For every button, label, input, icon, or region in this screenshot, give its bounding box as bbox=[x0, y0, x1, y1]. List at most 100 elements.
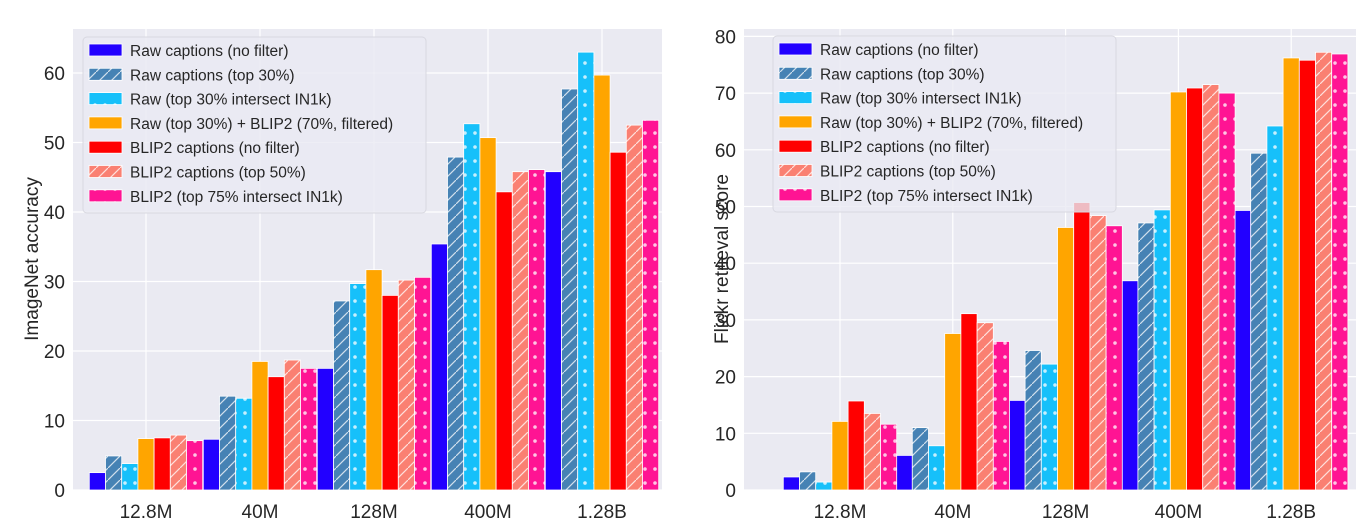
legend-label: Raw (top 30% intersect IN1k) bbox=[130, 92, 332, 109]
bar-raw-top-30-intersect-in1k-128m bbox=[349, 283, 367, 491]
y-tick-label: 0 bbox=[725, 481, 736, 502]
bar-raw-captions-no-filter-12-8m bbox=[88, 472, 106, 491]
bar-blip2-top-75-intersect-in1k-400m bbox=[528, 169, 546, 491]
bar-blip2-captions-no-filter-1-28b bbox=[609, 151, 627, 491]
bar-raw-captions-top-30-400m bbox=[447, 156, 465, 491]
legend-label: Raw (top 30%) + BLIP2 (70%, filtered) bbox=[820, 115, 1083, 132]
bars bbox=[88, 51, 660, 491]
y-tick-labels: 0 10 20 30 40 50 60 70 80 bbox=[715, 27, 736, 502]
bar-blip2-top-75-intersect-in1k-128m bbox=[414, 276, 432, 491]
bar-blip2-captions-no-filter-40m bbox=[960, 313, 978, 491]
bar-blip2-top-75-intersect-in1k-128m bbox=[1105, 225, 1123, 491]
bar-raw-captions-no-filter-12-8m bbox=[782, 476, 800, 491]
bar-blip2-captions-no-filter-128m bbox=[1073, 202, 1091, 491]
x-tick-label: 40M bbox=[242, 502, 279, 523]
bar-raw-top-30-blip2-70-filtered-400m bbox=[1169, 91, 1187, 491]
legend-swatch bbox=[778, 42, 813, 56]
bar-blip2-captions-no-filter-400m bbox=[495, 191, 513, 491]
y-tick-label: 0 bbox=[54, 481, 65, 502]
bar-raw-captions-no-filter-1-28b bbox=[544, 171, 562, 491]
bar-raw-top-30-blip2-70-filtered-12-8m bbox=[831, 420, 849, 491]
x-tick-label: 1.28B bbox=[577, 502, 627, 523]
legend-item-blip2-captions-top-50: BLIP2 captions (top 50%) bbox=[778, 164, 996, 181]
bar-blip2-captions-no-filter-40m bbox=[267, 376, 285, 491]
bar-raw-top-30-blip2-70-filtered-40m bbox=[944, 333, 962, 491]
bar-blip2-top-75-intersect-in1k-1-28b bbox=[1331, 53, 1349, 491]
bar-raw-captions-top-30-128m bbox=[1024, 350, 1042, 491]
legend-item-raw-captions-top-30: Raw captions (top 30%) bbox=[778, 66, 985, 83]
bar-blip2-captions-top-50-128m bbox=[1089, 215, 1107, 491]
y-tick-label: 60 bbox=[715, 141, 736, 162]
bar-raw-top-30-blip2-70-filtered-12-8m bbox=[137, 438, 155, 491]
legend-label: BLIP2 captions (no filter) bbox=[130, 140, 300, 157]
bar-blip2-captions-no-filter-12-8m bbox=[847, 400, 865, 491]
legend-label: Raw captions (no filter) bbox=[820, 42, 979, 59]
y-tick-label: 20 bbox=[44, 342, 65, 363]
x-tick-label: 12.8M bbox=[814, 502, 867, 523]
legend-item-blip2-top-75-intersect-in1k: BLIP2 (top 75% intersect IN1k) bbox=[88, 189, 343, 206]
legend-swatch bbox=[88, 43, 123, 57]
bar-raw-top-30-intersect-in1k-12-8m bbox=[815, 481, 833, 491]
bar-raw-top-30-blip2-70-filtered-128m bbox=[365, 269, 383, 491]
bar-raw-top-30-intersect-in1k-400m bbox=[463, 123, 481, 491]
legend-swatch bbox=[778, 139, 813, 153]
bar-raw-top-30-blip2-70-filtered-40m bbox=[251, 361, 269, 491]
x-tick-label: 400M bbox=[1155, 502, 1203, 523]
bar-raw-captions-top-30-12-8m bbox=[105, 455, 123, 491]
y-tick-label: 70 bbox=[715, 84, 736, 105]
y-tick-labels: 0 10 20 30 40 50 60 bbox=[44, 64, 65, 502]
x-tick-label: 128M bbox=[1042, 502, 1090, 523]
bar-blip2-captions-no-filter-400m bbox=[1186, 87, 1204, 491]
bar-blip2-top-75-intersect-in1k-12-8m bbox=[880, 423, 898, 491]
bars bbox=[782, 51, 1349, 491]
bar-raw-top-30-intersect-in1k-12-8m bbox=[121, 463, 139, 491]
legend-item-blip2-top-75-intersect-in1k: BLIP2 (top 75% intersect IN1k) bbox=[778, 188, 1033, 205]
bar-raw-captions-no-filter-40m bbox=[202, 438, 220, 491]
bar-raw-top-30-intersect-in1k-1-28b bbox=[577, 51, 595, 491]
bar-raw-top-30-intersect-in1k-400m bbox=[1153, 209, 1171, 491]
bar-raw-top-30-blip2-70-filtered-1-28b bbox=[593, 74, 611, 491]
legend-item-raw-top-30-blip2-70-filtered: Raw (top 30%) + BLIP2 (70%, filtered) bbox=[778, 115, 1083, 132]
bar-blip2-captions-top-50-128m bbox=[397, 279, 415, 491]
bar-raw-captions-top-30-12-8m bbox=[799, 471, 817, 491]
x-tick-label: 128M bbox=[350, 502, 398, 523]
bar-blip2-captions-top-50-12-8m bbox=[863, 413, 881, 491]
x-tick-labels: 12.8M 40M 128M 400M 1.28B bbox=[814, 502, 1316, 523]
legend-swatch bbox=[88, 140, 123, 154]
bar-blip2-captions-top-50-40m bbox=[976, 322, 994, 491]
bar-blip2-captions-top-50-1-28b bbox=[625, 124, 643, 491]
legend-label: BLIP2 captions (no filter) bbox=[820, 139, 990, 156]
bar-blip2-captions-no-filter-128m bbox=[381, 294, 399, 491]
legend-item-raw-captions-no-filter: Raw captions (no filter) bbox=[88, 43, 289, 60]
bar-blip2-captions-no-filter-12-8m bbox=[153, 437, 171, 491]
legend: Raw captions (no filter) Raw captions (to… bbox=[82, 36, 427, 214]
bar-raw-captions-no-filter-128m bbox=[316, 367, 334, 491]
bar-raw-captions-top-30-40m bbox=[911, 427, 929, 491]
legend-item-raw-top-30-intersect-in1k: Raw (top 30% intersect IN1k) bbox=[778, 91, 1022, 108]
bar-raw-top-30-intersect-in1k-40m bbox=[235, 397, 253, 491]
imagenet-accuracy-chart: 0 10 20 30 40 50 60 12.8M 40M 128M 400M 1.28B Imag… bbox=[22, 29, 662, 523]
y-tick-label: 40 bbox=[715, 254, 736, 275]
bar-raw-top-30-blip2-70-filtered-400m bbox=[479, 137, 497, 491]
bar-raw-top-30-intersect-in1k-40m bbox=[928, 445, 946, 491]
legend-label: Raw captions (no filter) bbox=[130, 43, 289, 60]
legend-label: BLIP2 (top 75% intersect IN1k) bbox=[820, 188, 1033, 205]
y-tick-label: 50 bbox=[715, 198, 736, 219]
legend-label: Raw (top 30% intersect IN1k) bbox=[820, 91, 1022, 108]
y-axis-label: Flickr retrieval score bbox=[712, 174, 733, 344]
bar-blip2-captions-top-50-12-8m bbox=[169, 434, 187, 491]
bar-raw-captions-no-filter-400m bbox=[1121, 280, 1139, 491]
bar-raw-captions-top-30-1-28b bbox=[1250, 152, 1268, 491]
x-tick-label: 1.28B bbox=[1266, 502, 1316, 523]
legend-swatch bbox=[778, 115, 813, 129]
bar-blip2-top-75-intersect-in1k-400m bbox=[1218, 92, 1236, 491]
x-tick-label: 400M bbox=[464, 502, 512, 523]
legend-swatch bbox=[88, 116, 123, 130]
bar-raw-captions-no-filter-400m bbox=[430, 243, 448, 491]
bar-blip2-captions-top-50-400m bbox=[1202, 84, 1220, 491]
legend-box bbox=[772, 35, 1117, 213]
legend-label: BLIP2 (top 75% intersect IN1k) bbox=[130, 189, 343, 206]
bar-raw-top-30-blip2-70-filtered-1-28b bbox=[1282, 57, 1300, 491]
